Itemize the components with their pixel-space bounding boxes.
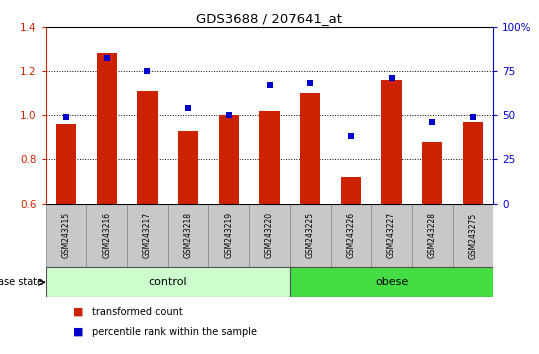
Bar — [300, 93, 320, 204]
Point — [143, 68, 152, 74]
Bar — [462, 122, 483, 204]
Text: GSM243216: GSM243216 — [102, 212, 112, 258]
Bar — [412, 204, 453, 267]
Text: percentile rank within the sample: percentile rank within the sample — [92, 327, 257, 337]
Text: GSM243220: GSM243220 — [265, 212, 274, 258]
Text: ■: ■ — [73, 307, 83, 317]
Text: GSM243226: GSM243226 — [347, 212, 355, 258]
Text: transformed count: transformed count — [92, 307, 182, 317]
Bar — [46, 267, 290, 297]
Bar — [453, 204, 493, 267]
Bar — [341, 177, 361, 204]
Bar — [422, 142, 443, 204]
Point — [347, 133, 355, 139]
Bar — [290, 267, 493, 297]
Text: obese: obese — [375, 277, 408, 287]
Text: GSM243227: GSM243227 — [387, 212, 396, 258]
Point — [428, 119, 437, 125]
Text: GSM243219: GSM243219 — [224, 212, 233, 258]
Bar — [96, 53, 117, 204]
Point — [265, 82, 274, 88]
Bar — [56, 124, 77, 204]
Bar — [330, 204, 371, 267]
Point — [62, 114, 71, 120]
Text: control: control — [149, 277, 187, 287]
Point — [225, 112, 233, 118]
Text: GSM243275: GSM243275 — [468, 212, 478, 258]
Bar — [219, 115, 239, 204]
Point — [468, 114, 477, 120]
Bar — [127, 204, 168, 267]
Text: ■: ■ — [73, 327, 83, 337]
Text: GSM243215: GSM243215 — [61, 212, 71, 258]
Bar — [86, 204, 127, 267]
Bar — [371, 204, 412, 267]
Bar — [259, 110, 280, 204]
Bar — [168, 204, 209, 267]
Text: GSM243217: GSM243217 — [143, 212, 152, 258]
Point — [387, 75, 396, 81]
Bar — [209, 204, 249, 267]
Point — [102, 56, 111, 61]
Bar — [249, 204, 290, 267]
Text: GSM243228: GSM243228 — [427, 212, 437, 258]
Point — [184, 105, 192, 111]
Text: GSM243225: GSM243225 — [306, 212, 315, 258]
Bar — [46, 204, 86, 267]
Bar — [381, 80, 402, 204]
Title: GDS3688 / 207641_at: GDS3688 / 207641_at — [197, 12, 342, 25]
Bar — [178, 131, 198, 204]
Bar — [290, 204, 330, 267]
Point — [306, 80, 314, 86]
Text: disease state: disease state — [0, 277, 43, 287]
Text: GSM243218: GSM243218 — [184, 212, 192, 258]
Bar — [137, 91, 157, 204]
